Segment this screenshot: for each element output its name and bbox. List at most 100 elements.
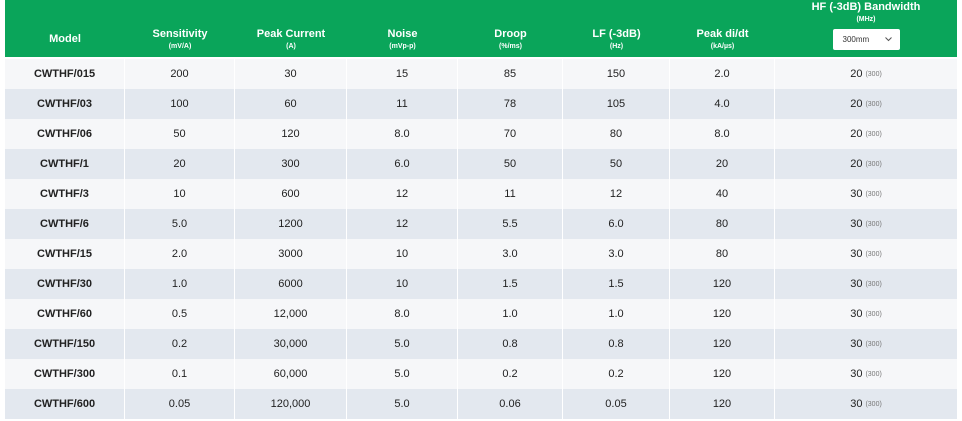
table-cell: 120 <box>670 359 775 389</box>
table-cell: 15 <box>347 59 458 89</box>
table-cell: 120 <box>670 269 775 299</box>
table-cell: 300 <box>235 149 347 179</box>
header-cell: HF (-3dB) Bandwidth (MHz) 300mm <box>775 0 957 57</box>
table-cell: 60,000 <box>235 359 347 389</box>
table-row: CWTHF/1 20 300 6.0 50 50 20 20 (300) <box>5 149 957 179</box>
column-unit: (%/ms) <box>499 42 522 50</box>
table-cell: 80 <box>563 119 670 149</box>
table-cell: 30,000 <box>235 329 347 359</box>
cell-value: 20 <box>850 68 863 80</box>
table-row: CWTHF/150 0.2 30,000 5.0 0.8 0.8 120 30 (300) <box>5 329 957 359</box>
model-cell: CWTHF/06 <box>5 119 125 149</box>
header-cell: LF (-3dB) (Hz) <box>563 0 670 57</box>
header-cell: Peak Current (A) <box>235 0 347 57</box>
model-cell: CWTHF/015 <box>5 59 125 89</box>
table-cell: 120 <box>670 329 775 359</box>
table-cell: 30 (300) <box>775 329 957 359</box>
length-selector[interactable]: 300mm <box>832 29 900 50</box>
cell-value: 30 <box>850 218 863 230</box>
column-title: Noise <box>387 27 418 40</box>
cell-note: (300) <box>865 130 882 138</box>
table-cell: 50 <box>125 119 235 149</box>
table-cell: 6.0 <box>347 149 458 179</box>
table-cell: 10 <box>347 239 458 269</box>
table-cell: 30 (300) <box>775 299 957 329</box>
table-cell: 8.0 <box>347 119 458 149</box>
table-row: CWTHF/30 1.0 6000 10 1.5 1.5 120 30 (300) <box>5 269 957 299</box>
table-row: CWTHF/300 0.1 60,000 5.0 0.2 0.2 120 30 (300) <box>5 359 957 389</box>
table-cell: 80 <box>670 209 775 239</box>
table-cell: 1200 <box>235 209 347 239</box>
table-cell: 1.0 <box>125 269 235 299</box>
cell-note: (300) <box>865 160 882 168</box>
cell-value: 30 <box>850 338 863 350</box>
model-cell: CWTHF/30 <box>5 269 125 299</box>
model-cell: CWTHF/03 <box>5 89 125 119</box>
table-cell: 0.2 <box>458 359 563 389</box>
table-row: CWTHF/600 0.05 120,000 5.0 0.06 0.05 120 30 (300… <box>5 389 957 419</box>
table-cell: 85 <box>458 59 563 89</box>
table-cell: 20 (300) <box>775 89 957 119</box>
table-row: CWTHF/015 200 30 15 85 150 2.0 20 (300) <box>5 59 957 89</box>
table-cell: 50 <box>563 149 670 179</box>
table-cell: 20 (300) <box>775 119 957 149</box>
table-cell: 2.0 <box>125 239 235 269</box>
column-title: Model <box>49 32 81 45</box>
table-row: CWTHF/6 5.0 1200 12 5.5 6.0 80 30 (300) <box>5 209 957 239</box>
cell-note: (300) <box>865 280 882 288</box>
table-cell: 30 (300) <box>775 209 957 239</box>
table-cell: 80 <box>670 239 775 269</box>
table-cell: 30 (300) <box>775 239 957 269</box>
spec-table: Model Sensitivity (mV/A) Peak Current (A) Noi… <box>5 0 957 419</box>
table-cell: 20 (300) <box>775 59 957 89</box>
table-cell: 12 <box>347 179 458 209</box>
table-cell: 1.0 <box>563 299 670 329</box>
cell-value: 30 <box>850 308 863 320</box>
table-cell: 30 (300) <box>775 269 957 299</box>
table-cell: 6.0 <box>563 209 670 239</box>
column-unit: (A) <box>286 42 296 50</box>
table-cell: 120,000 <box>235 389 347 419</box>
table-cell: 20 <box>125 149 235 179</box>
table-cell: 0.06 <box>458 389 563 419</box>
table-cell: 5.0 <box>347 359 458 389</box>
table-cell: 5.0 <box>347 329 458 359</box>
table-cell: 5.0 <box>125 209 235 239</box>
table-cell: 0.2 <box>125 329 235 359</box>
table-row: CWTHF/06 50 120 8.0 70 80 8.0 20 (300) <box>5 119 957 149</box>
table-cell: 11 <box>347 89 458 119</box>
table-cell: 20 (300) <box>775 149 957 179</box>
table-cell: 150 <box>563 59 670 89</box>
column-title: Peak di/dt <box>696 27 749 40</box>
model-cell: CWTHF/600 <box>5 389 125 419</box>
column-unit: (kA/µs) <box>710 42 735 50</box>
cell-value: 30 <box>850 398 863 410</box>
column-unit: (Hz) <box>609 42 624 50</box>
table-cell: 600 <box>235 179 347 209</box>
cell-note: (300) <box>865 310 882 318</box>
column-title: HF (-3dB) Bandwidth <box>811 1 921 13</box>
header-cell: Sensitivity (mV/A) <box>125 0 235 57</box>
selector-value: 300mm <box>842 35 870 44</box>
table-cell: 1.5 <box>458 269 563 299</box>
table-cell: 30 (300) <box>775 179 957 209</box>
table-cell: 0.05 <box>563 389 670 419</box>
table-cell: 70 <box>458 119 563 149</box>
column-unit: (mVp-p) <box>389 42 416 50</box>
table-row: CWTHF/60 0.5 12,000 8.0 1.0 1.0 120 30 (300) <box>5 299 957 329</box>
table-cell: 10 <box>347 269 458 299</box>
table-cell: 0.5 <box>125 299 235 329</box>
table-cell: 5.0 <box>347 389 458 419</box>
table-cell: 6000 <box>235 269 347 299</box>
table-cell: 8.0 <box>347 299 458 329</box>
table-cell: 0.8 <box>563 329 670 359</box>
table-cell: 40 <box>670 179 775 209</box>
table-cell: 3.0 <box>563 239 670 269</box>
table-cell: 20 <box>670 149 775 179</box>
table-cell: 1.5 <box>563 269 670 299</box>
column-title: LF (-3dB) <box>592 27 641 40</box>
model-cell: CWTHF/150 <box>5 329 125 359</box>
cell-value: 30 <box>850 278 863 290</box>
header-cell: Peak di/dt (kA/µs) <box>670 0 775 57</box>
table-cell: 200 <box>125 59 235 89</box>
